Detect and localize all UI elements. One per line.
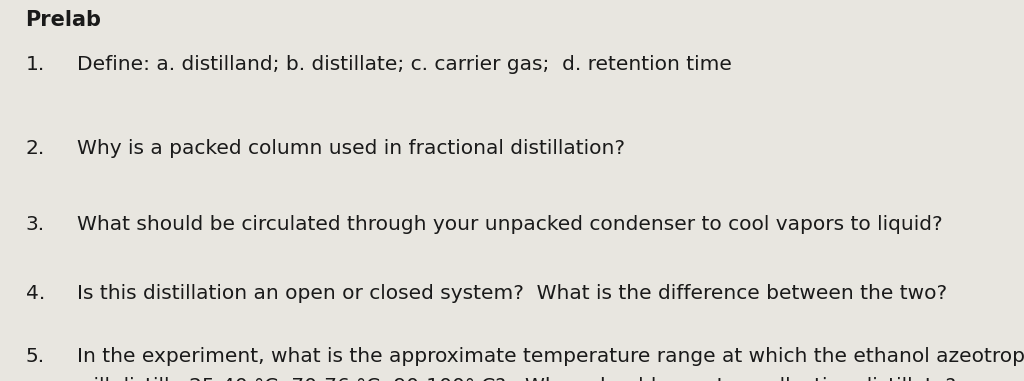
Text: 1.: 1.	[26, 55, 45, 74]
Text: Is this distillation an open or closed system?  What is the difference between t: Is this distillation an open or closed s…	[77, 284, 947, 303]
Text: In the experiment, what is the approximate temperature range at which the ethano: In the experiment, what is the approxima…	[77, 347, 1024, 366]
Text: Prelab: Prelab	[26, 10, 101, 29]
Text: 3.: 3.	[26, 215, 45, 234]
Text: Why is a packed column used in fractional distillation?: Why is a packed column used in fractiona…	[77, 139, 625, 158]
Text: will distill:  25-40 °C; 70-76 °C; 90-100° C?   When should you stop collecting : will distill: 25-40 °C; 70-76 °C; 90-100…	[77, 377, 955, 381]
Text: Define: a. distilland; b. distillate; c. carrier gas;  d. retention time: Define: a. distilland; b. distillate; c.…	[77, 55, 732, 74]
Text: 5.: 5.	[26, 347, 45, 366]
Text: 4.: 4.	[26, 284, 45, 303]
Text: What should be circulated through your unpacked condenser to cool vapors to liqu: What should be circulated through your u…	[77, 215, 942, 234]
Text: 2.: 2.	[26, 139, 45, 158]
